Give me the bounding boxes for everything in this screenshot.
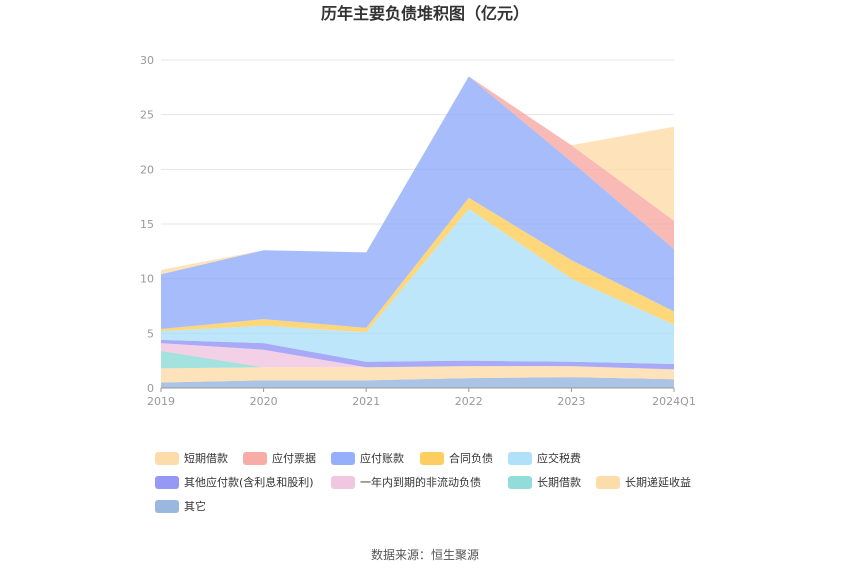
- legend-item: 长期递延收益: [596, 475, 691, 489]
- y-tick-label: 5: [147, 327, 154, 340]
- legend-item: 短期借款: [155, 451, 228, 465]
- legend-label: 长期借款: [537, 475, 581, 489]
- legend-item: 一年内到期的非流动负债: [331, 475, 481, 489]
- legend-swatch: [243, 452, 267, 465]
- area-series-group: [161, 76, 674, 388]
- y-tick-label: 20: [140, 163, 154, 176]
- legend-swatch: [331, 452, 355, 465]
- legend-item: 长期借款: [508, 475, 581, 489]
- legend-swatch: [420, 452, 444, 465]
- legend-swatch: [508, 476, 532, 489]
- legend-label: 一年内到期的非流动负债: [360, 475, 481, 489]
- y-tick-label: 15: [140, 218, 154, 231]
- legend-label: 合同负债: [449, 451, 493, 465]
- legend-item: 应付票据: [243, 451, 316, 465]
- y-tick-label: 25: [140, 109, 154, 122]
- area-其他应付款(含利息和股利): [161, 339, 674, 370]
- legend-swatch: [155, 500, 179, 513]
- legend-label: 应付票据: [272, 451, 316, 465]
- legend-swatch: [155, 476, 179, 489]
- legend-label: 短期借款: [184, 451, 228, 465]
- legend-item: 应付账款: [331, 451, 404, 465]
- area-长期借款: [161, 350, 674, 370]
- data-source-note: 数据来源：恒生聚源: [370, 548, 479, 562]
- area-一年内到期的非流动负债: [161, 343, 674, 370]
- x-tick-label: 2021: [352, 395, 380, 408]
- x-tick-label: 2022: [455, 395, 483, 408]
- y-tick-label: 30: [140, 54, 154, 67]
- legend-item: 其他应付款(含利息和股利): [155, 475, 314, 489]
- legend-swatch: [331, 476, 355, 489]
- chart-title: 历年主要负债堆积图（亿元）: [321, 4, 529, 23]
- legend-swatch: [596, 476, 620, 489]
- legend-label: 其他应付款(含利息和股利): [184, 475, 314, 489]
- legend-item: 合同负债: [420, 451, 493, 465]
- legend-label: 应交税费: [537, 451, 581, 465]
- axes: 2019 2020 2021 2022 2023 2024Q1 0 5 10 15 20 25 30: [140, 54, 696, 408]
- y-tick-label: 0: [147, 382, 154, 395]
- area-应付账款: [161, 76, 674, 329]
- x-tick-label: 2024Q1: [652, 395, 696, 408]
- legend-swatch: [508, 452, 532, 465]
- legend-label: 长期递延收益: [625, 475, 691, 489]
- legend-label: 其它: [184, 499, 206, 513]
- y-tick-label: 10: [140, 273, 154, 286]
- legend-item: 应交税费: [508, 451, 581, 465]
- legend-item: 其它: [155, 499, 206, 513]
- x-tick-label: 2023: [557, 395, 585, 408]
- x-tick-label: 2019: [147, 395, 175, 408]
- legend-swatch: [155, 452, 179, 465]
- area-长期递延收益: [161, 366, 674, 383]
- legend-label: 应付账款: [360, 451, 404, 465]
- area-其它: [161, 377, 674, 388]
- area-应交税费: [161, 208, 674, 364]
- area-合同负债: [161, 197, 674, 333]
- x-tick-label: 2020: [250, 395, 278, 408]
